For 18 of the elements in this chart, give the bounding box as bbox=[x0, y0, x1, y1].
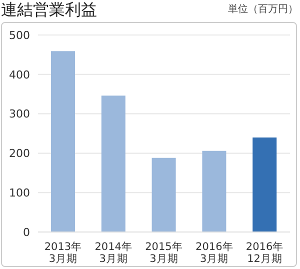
bar bbox=[101, 96, 126, 232]
y-tick-label: 300 bbox=[9, 108, 30, 121]
x-tick-label: 2016年 12月期 bbox=[246, 241, 284, 265]
bar bbox=[51, 51, 75, 232]
x-tick-label: 2013年 3月期 bbox=[44, 241, 82, 265]
x-tick-label: 2014年 3月期 bbox=[94, 241, 132, 265]
y-tick-label: 400 bbox=[9, 68, 30, 82]
chart-title: 連結営業利益 bbox=[1, 0, 97, 20]
y-tick-label: 0 bbox=[23, 226, 30, 239]
y-axis-title: 単位（百万円） bbox=[228, 3, 298, 17]
x-tick-label: 2016年 3月期 bbox=[196, 241, 234, 265]
x-tick-label: 2015年 3月期 bbox=[145, 241, 183, 265]
bar bbox=[202, 150, 226, 232]
y-tick-label: 100 bbox=[9, 186, 30, 200]
bar bbox=[252, 137, 277, 232]
bar bbox=[152, 158, 176, 232]
y-tick-label: 500 bbox=[9, 28, 30, 42]
y-tick-label: 200 bbox=[9, 147, 30, 160]
